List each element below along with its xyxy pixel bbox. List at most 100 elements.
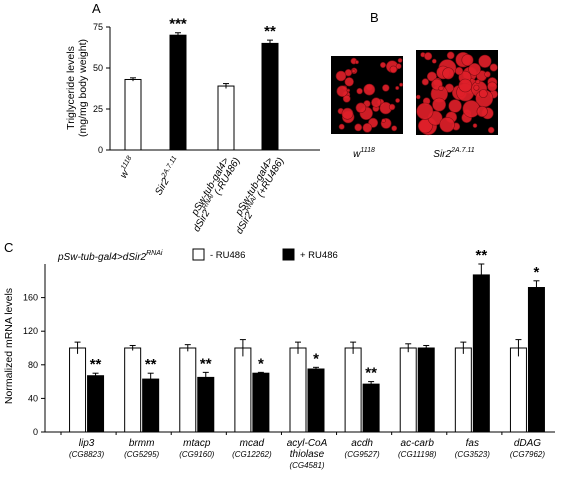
fat-droplet	[342, 94, 351, 103]
fat-droplet	[344, 77, 354, 87]
panel-a-ylabel-line1: Triglyceride levels	[65, 46, 77, 130]
fat-droplet	[346, 88, 351, 93]
panel-c-chart: Normalized mRNA levels pSw-tub-gal4>dSir…	[3, 247, 555, 470]
panel-c-letter: C	[4, 240, 13, 255]
panel-c-category-label: ac-carb	[401, 438, 435, 449]
panel-c-y-tick-label: 160	[23, 293, 38, 303]
panel-c-significance-label: *	[534, 264, 540, 281]
panel-a-significance-label: **	[264, 23, 276, 40]
fat-droplet	[363, 83, 376, 96]
fat-droplet	[415, 94, 421, 100]
panel-c-category-label: mtacp	[183, 438, 211, 449]
fat-droplet	[442, 67, 455, 80]
fat-droplet	[356, 87, 363, 95]
fat-droplet	[395, 86, 400, 91]
panel-a-y-tick-label: 75	[93, 22, 103, 32]
fat-droplet	[472, 123, 478, 128]
fat-droplet	[389, 65, 398, 74]
panel-a-category-label: Sir22A.7.11	[152, 155, 184, 197]
fat-droplet	[448, 99, 462, 113]
fat-droplet	[395, 98, 400, 103]
fat-droplet	[421, 78, 429, 86]
panel-c-significance-label: *	[313, 350, 319, 367]
panel-c-bar-control	[289, 347, 307, 433]
fat-droplet	[431, 58, 437, 64]
panel-c-category-label: acdh	[351, 438, 373, 449]
fat-droplet	[354, 123, 363, 132]
panel-c-bar-treated	[142, 378, 160, 433]
panel-c-category-cg-label: (CG7962)	[510, 450, 545, 459]
panel-c-bar-control	[509, 347, 527, 433]
fat-droplet	[426, 71, 437, 82]
fat-droplet	[473, 84, 480, 91]
fat-droplet	[336, 85, 349, 97]
fat-droplet	[355, 102, 367, 114]
panel-c-bar-treated	[362, 383, 380, 433]
fat-droplet	[489, 63, 498, 72]
panel-b-micrographs: w1118 Sir22A.7.11	[331, 50, 498, 160]
panel-c-bar-control	[399, 347, 417, 433]
fat-droplet	[468, 63, 481, 76]
panel-c-bar-treated	[417, 347, 435, 433]
panel-c-significance-label: **	[200, 355, 212, 372]
fat-droplet	[478, 54, 492, 68]
panel-c-significance-label: **	[145, 356, 157, 373]
fat-droplet	[439, 116, 455, 133]
fat-droplet	[455, 66, 464, 76]
panel-c-bar-treated	[307, 368, 325, 433]
panel-c-category-label: acyl-CoA	[287, 438, 328, 449]
panel-a-y-tick-label: 50	[93, 63, 103, 73]
fat-droplets-control	[335, 57, 404, 133]
panel-a-bar	[169, 34, 187, 151]
panel-c-significance-label: **	[90, 356, 102, 373]
panel-a-chart: Triglyceride levels (mg/mg body weight) …	[65, 16, 320, 236]
fat-droplet	[381, 118, 386, 123]
panel-c-category-cg-label: (CG8823)	[69, 450, 104, 459]
panel-c-category-label: lip3	[79, 438, 95, 449]
panel-c-category-cg-label: (CG9160)	[179, 450, 214, 459]
fat-droplet	[354, 60, 359, 65]
panel-c-category-label: fas	[466, 438, 479, 449]
panel-c-category-cg-label: (CG11198)	[398, 450, 437, 459]
panel-c-category-cg-label: (CG3523)	[455, 450, 490, 459]
panel-c-bar-control	[124, 347, 142, 433]
fat-droplet	[458, 78, 473, 93]
panel-c-significance-label: *	[258, 355, 264, 372]
panel-c-significance-label: **	[475, 247, 487, 264]
panel-c-bar-control	[344, 347, 362, 433]
panel-b-caption-control: w1118	[353, 147, 375, 160]
panel-a-letter: A	[92, 1, 101, 16]
fat-droplet	[475, 79, 481, 85]
panel-b-letter: B	[370, 10, 379, 25]
panel-c-y-tick-label: 80	[28, 360, 38, 370]
legend-swatch-control	[192, 248, 205, 261]
panel-c-y-tick-label: 120	[23, 326, 38, 336]
panel-b-caption-mutant: Sir22A.7.11	[433, 147, 475, 160]
fat-droplet	[487, 126, 495, 134]
panel-c-bar-treated	[197, 376, 215, 433]
panel-c-bar-control	[454, 347, 472, 433]
fat-droplet	[351, 69, 356, 74]
panel-c-bar-treated	[527, 287, 545, 433]
panel-c-y-tick-label: 0	[33, 427, 38, 437]
panel-c-category-label-line2: thiolase	[290, 449, 325, 460]
panel-a-y-tick-label: 25	[93, 104, 103, 114]
panel-a-y-tick-label: 0	[98, 145, 103, 155]
fat-droplet	[338, 123, 345, 130]
panel-c-category-cg-label: (CG12262)	[232, 450, 272, 459]
fat-droplet	[484, 71, 491, 78]
fat-droplet	[371, 97, 382, 108]
panel-c-category-cg-label: (CG5295)	[124, 450, 159, 459]
panel-c-category-cg-label: (CG9527)	[345, 450, 380, 459]
fat-droplet	[399, 82, 404, 87]
legend-label-treated: + RU486	[300, 250, 338, 261]
fat-droplet	[461, 54, 474, 67]
fat-droplet	[388, 103, 396, 111]
panel-c-significance-label: **	[365, 365, 377, 382]
panel-c-bar-control	[234, 347, 252, 433]
fat-droplets-mutant	[415, 51, 498, 136]
fat-droplet	[395, 63, 402, 70]
fat-droplet	[446, 51, 455, 60]
panel-c-category-label: dDAG	[514, 438, 541, 449]
panel-c-category-cg-label: (CG4581)	[289, 461, 324, 470]
